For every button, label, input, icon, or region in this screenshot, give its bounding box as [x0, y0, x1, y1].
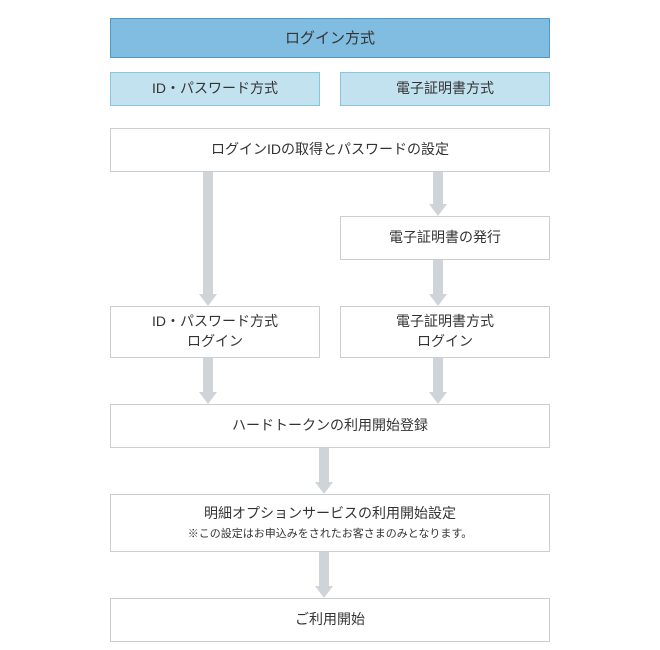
subheader-certificate: 電子証明書方式: [340, 72, 550, 106]
step-label: ID・パスワード方式: [152, 312, 278, 332]
step-start-use: ご利用開始: [110, 598, 550, 642]
arrow: [318, 552, 330, 598]
step-label: 電子証明書の発行: [389, 228, 501, 248]
step-label: ログインIDの取得とパスワードの設定: [211, 140, 449, 160]
step-label: 明細オプションサービスの利用開始設定: [204, 504, 456, 524]
subheader-label: ID・パスワード方式: [152, 79, 278, 99]
step-login-id-password: ID・パスワード方式 ログイン: [110, 306, 320, 358]
step-label: ハードトークンの利用開始登録: [232, 416, 428, 436]
header-label: ログイン方式: [285, 28, 375, 49]
step-label-line2: ログイン: [187, 332, 243, 352]
arrow: [202, 358, 214, 404]
subheader-label: 電子証明書方式: [396, 79, 494, 99]
arrow: [432, 358, 444, 404]
flowchart-canvas: ログイン方式 ID・パスワード方式 電子証明書方式 ログインIDの取得とパスワー…: [0, 0, 660, 650]
step-login-certificate: 電子証明書方式 ログイン: [340, 306, 550, 358]
step-detail-option-setting: 明細オプションサービスの利用開始設定 ※この設定はお申込みをされたお客さまのみと…: [110, 494, 550, 552]
step-issue-certificate: 電子証明書の発行: [340, 216, 550, 260]
arrow: [202, 172, 214, 306]
step-label: 電子証明書方式: [396, 312, 494, 332]
step-hard-token-register: ハードトークンの利用開始登録: [110, 404, 550, 448]
step-note: ※この設定はお申込みをされたお客さまのみとなります。: [188, 527, 473, 542]
arrow: [318, 448, 330, 494]
step-label-line2: ログイン: [417, 332, 473, 352]
subheader-id-password: ID・パスワード方式: [110, 72, 320, 106]
step-get-login-id: ログインIDの取得とパスワードの設定: [110, 128, 550, 172]
header-login-method: ログイン方式: [110, 18, 550, 58]
arrow: [432, 260, 444, 306]
arrow: [432, 172, 444, 216]
step-label: ご利用開始: [295, 610, 365, 630]
